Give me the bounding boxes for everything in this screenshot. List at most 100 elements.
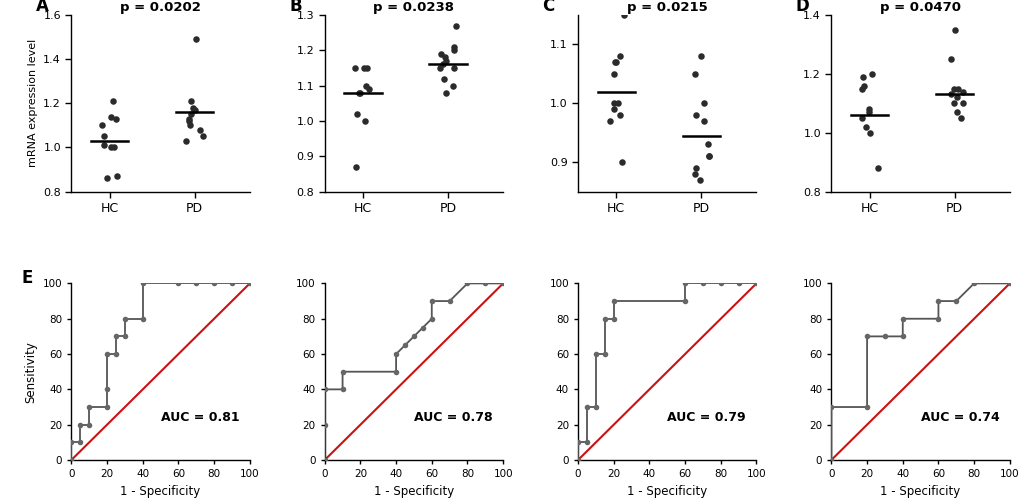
Point bbox=[415, 324, 431, 332]
Point bbox=[99, 350, 115, 358]
Point bbox=[946, 26, 962, 34]
Point bbox=[178, 137, 195, 145]
X-axis label: 1 - Specificity: 1 - Specificity bbox=[627, 484, 707, 498]
Point bbox=[105, 144, 121, 152]
Point bbox=[748, 280, 764, 287]
Point bbox=[316, 456, 332, 464]
Point bbox=[605, 70, 622, 78]
X-axis label: 1 - Specificity: 1 - Specificity bbox=[373, 484, 453, 498]
Point bbox=[109, 172, 125, 180]
Point bbox=[359, 64, 375, 72]
Point bbox=[611, 111, 628, 119]
Point bbox=[223, 280, 239, 287]
Point bbox=[613, 158, 630, 166]
Point bbox=[700, 152, 716, 160]
Point bbox=[406, 332, 422, 340]
Point bbox=[445, 46, 462, 54]
Title: BRCA1
p = 0.0215: BRCA1 p = 0.0215 bbox=[627, 0, 707, 14]
Point bbox=[876, 332, 893, 340]
Point bbox=[854, 73, 870, 81]
Point bbox=[615, 11, 632, 19]
Text: A: A bbox=[36, 0, 49, 16]
Point bbox=[700, 152, 716, 160]
Point bbox=[346, 64, 363, 72]
Point bbox=[116, 314, 132, 322]
Point bbox=[855, 82, 871, 90]
Point bbox=[438, 57, 454, 65]
Point bbox=[387, 350, 404, 358]
Point bbox=[712, 280, 729, 287]
Point bbox=[459, 280, 475, 287]
Point bbox=[206, 280, 222, 287]
Point bbox=[356, 64, 372, 72]
Y-axis label: Sensitivity: Sensitivity bbox=[24, 341, 37, 402]
Point bbox=[94, 122, 110, 130]
Point bbox=[692, 52, 708, 60]
Point bbox=[494, 280, 511, 287]
Point bbox=[116, 332, 132, 340]
Y-axis label: mRNA expression level: mRNA expression level bbox=[28, 39, 38, 168]
Point bbox=[948, 94, 964, 102]
Point bbox=[605, 297, 622, 305]
Point bbox=[444, 82, 461, 90]
Point bbox=[436, 54, 452, 62]
Point bbox=[677, 297, 693, 305]
Point bbox=[605, 105, 622, 113]
Point bbox=[596, 350, 612, 358]
Point bbox=[423, 314, 439, 322]
Text: C: C bbox=[542, 0, 554, 16]
Point bbox=[692, 194, 708, 202]
Point bbox=[677, 280, 693, 287]
Point bbox=[441, 297, 458, 305]
Point bbox=[587, 350, 603, 358]
Point bbox=[352, 88, 368, 96]
Point bbox=[181, 122, 198, 130]
Point bbox=[578, 438, 594, 446]
Point bbox=[437, 88, 453, 96]
Point bbox=[361, 85, 377, 93]
Point bbox=[334, 386, 351, 394]
Point bbox=[81, 420, 97, 428]
Point bbox=[691, 176, 707, 184]
Point bbox=[99, 174, 115, 182]
Point bbox=[135, 280, 151, 287]
Text: AUC = 0.74: AUC = 0.74 bbox=[920, 411, 999, 424]
Point bbox=[686, 70, 702, 78]
Point bbox=[948, 297, 964, 305]
Text: AUC = 0.81: AUC = 0.81 bbox=[160, 411, 239, 424]
Point bbox=[860, 108, 876, 116]
Point bbox=[609, 100, 626, 108]
Point bbox=[195, 132, 211, 140]
Point bbox=[186, 106, 203, 114]
Point bbox=[601, 117, 618, 125]
Point bbox=[242, 280, 258, 287]
Point bbox=[447, 22, 464, 30]
Point bbox=[857, 123, 873, 131]
Point bbox=[135, 314, 151, 322]
Point bbox=[96, 141, 112, 149]
Point bbox=[611, 52, 628, 60]
X-axis label: 1 - Specificity: 1 - Specificity bbox=[879, 484, 960, 498]
Text: B: B bbox=[288, 0, 302, 16]
Point bbox=[358, 82, 374, 90]
Point bbox=[894, 332, 910, 340]
Point bbox=[185, 104, 202, 112]
Point bbox=[103, 112, 119, 120]
Title: APP
p = 0.0470: APP p = 0.0470 bbox=[879, 0, 960, 14]
Point bbox=[948, 108, 964, 116]
Point bbox=[952, 114, 968, 122]
Point bbox=[347, 163, 364, 171]
Point bbox=[945, 100, 961, 108]
Point bbox=[316, 420, 332, 428]
Point bbox=[686, 170, 702, 178]
Point bbox=[432, 64, 448, 72]
Point bbox=[435, 74, 451, 82]
Point bbox=[180, 114, 197, 122]
Point bbox=[434, 60, 450, 68]
Point bbox=[105, 97, 121, 105]
Text: D: D bbox=[795, 0, 809, 16]
Point bbox=[348, 110, 365, 118]
Point bbox=[1001, 280, 1017, 287]
Text: E: E bbox=[21, 270, 33, 287]
Point bbox=[965, 280, 981, 287]
